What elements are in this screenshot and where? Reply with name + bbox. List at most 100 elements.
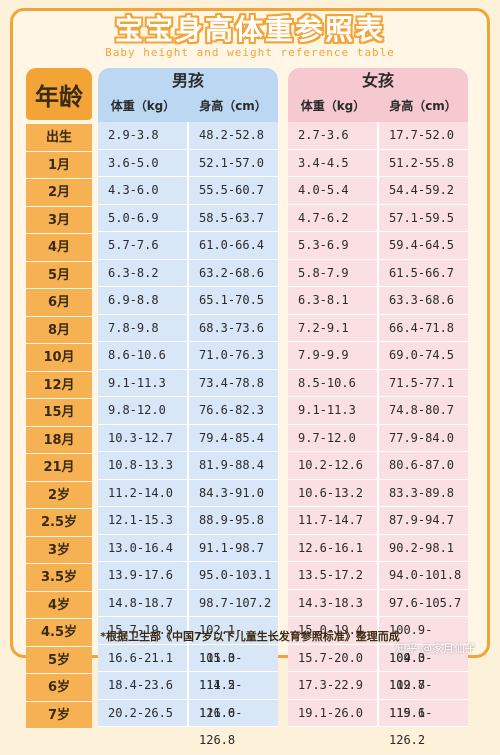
girls-weight-cell: 19.1-26.0 bbox=[288, 699, 379, 726]
girls-row: 8.5-10.6 71.5-77.1 bbox=[288, 369, 468, 397]
boys-row: 5.0-6.9 58.5-63.7 bbox=[98, 204, 278, 232]
boys-row: 9.8-12.0 76.6-82.3 bbox=[98, 397, 278, 425]
age-cell: 1月 bbox=[26, 151, 92, 179]
girls-weight-cell: 4.7-6.2 bbox=[288, 204, 379, 231]
age-cell: 5月 bbox=[26, 261, 92, 289]
girls-height-cell: 94.0-101.8 bbox=[389, 568, 462, 582]
girls-row: 7.9-9.9 69.0-74.5 bbox=[288, 342, 468, 370]
age-cell: 21月 bbox=[26, 454, 92, 482]
girls-row: 10.2-12.6 80.6-87.0 bbox=[288, 452, 468, 480]
boys-weight-cell: 13.9-17.6 bbox=[98, 562, 189, 589]
boys-row: 13.9-17.6 95.0-103.1 bbox=[98, 562, 278, 590]
girls-height-cell: 115.1-126.2 bbox=[389, 705, 433, 748]
boys-height-cell: 58.5-63.7 bbox=[199, 210, 265, 225]
girls-weight-cell: 7.2-9.1 bbox=[288, 314, 379, 341]
boys-row: 16.6-21.1 105.3-114.5 bbox=[98, 644, 278, 693]
girls-row: 3.4-4.5 51.2-55.8 bbox=[288, 149, 468, 177]
girls-height-cell: 63.3-68.6 bbox=[389, 293, 455, 307]
girls-height-cell: 66.4-71.8 bbox=[389, 320, 455, 335]
boys-row: 10.8-13.3 81.9-88.4 bbox=[98, 452, 278, 480]
girls-weight-cell: 15.0-19.4 bbox=[288, 617, 379, 644]
girls-weight-cell: 9.7-12.0 bbox=[288, 424, 379, 451]
age-cell: 4岁 bbox=[26, 591, 92, 619]
girls-label: 女孩 bbox=[361, 71, 394, 90]
age-cell: 7岁 bbox=[26, 701, 92, 729]
girls-row: 2.7-3.6 17.7-52.0 bbox=[288, 122, 468, 150]
age-cell: 4月 bbox=[26, 234, 92, 262]
boys-row: 3.6-5.0 52.1-57.0 bbox=[98, 149, 278, 177]
boys-height-cell: 95.0-103.1 bbox=[199, 568, 272, 582]
boys-weight-cell: 14.8-18.7 bbox=[98, 589, 189, 616]
boys-height-cell: 88.9-95.8 bbox=[199, 513, 265, 527]
girls-weight-cell: 8.5-10.6 bbox=[288, 369, 379, 396]
boys-weight-cell: 4.3-6.0 bbox=[98, 177, 189, 204]
age-cell: 3.5岁 bbox=[26, 564, 92, 592]
girls-height-cell: 57.1-59.5 bbox=[389, 210, 455, 225]
girls-row: 11.7-14.7 87.9-94.7 bbox=[288, 507, 468, 535]
boys-height-cell: 63.2-68.6 bbox=[199, 265, 265, 280]
girls-row: 13.5-17.2 94.0-101.8 bbox=[288, 562, 468, 590]
boys-row: 13.0-16.4 91.1-98.7 bbox=[98, 534, 278, 562]
girls-row: 15.0-19.4 100.9-109.3 bbox=[288, 617, 468, 665]
boys-row: 10.3-12.7 79.4-85.4 bbox=[98, 424, 278, 452]
girls-row: 9.1-11.3 74.8-80.7 bbox=[288, 397, 468, 425]
girls-row: 6.3-8.1 63.3-68.6 bbox=[288, 287, 468, 315]
girls-row: 5.3-6.9 59.4-64.5 bbox=[288, 232, 468, 260]
girls-row: 12.6-16.1 90.2-98.1 bbox=[288, 534, 468, 562]
girls-weight-cell: 14.3-18.3 bbox=[288, 589, 379, 616]
boys-weight-cell: 8.6-10.6 bbox=[98, 342, 189, 369]
boys-row: 12.1-15.3 88.9-95.8 bbox=[98, 507, 278, 535]
girls-weight-cell: 9.1-11.3 bbox=[288, 397, 379, 424]
girls-row: 4.7-6.2 57.1-59.5 bbox=[288, 204, 468, 232]
boys-rows: 2.9-3.8 48.2-52.8 3.6-5.0 52.1-57.0 4.3-6.0 5… bbox=[98, 122, 278, 747]
girls-weight-cell: 11.7-14.7 bbox=[288, 507, 379, 534]
girls-height-cell: 74.8-80.7 bbox=[389, 403, 455, 417]
girls-height-header: 身高（cm） bbox=[389, 99, 457, 113]
boys-height-cell: 61.0-66.4 bbox=[199, 238, 265, 252]
boys-height-cell: 73.4-78.8 bbox=[199, 375, 265, 390]
girls-row: 10.6-13.2 83.3-89.8 bbox=[288, 479, 468, 507]
boys-weight-cell: 3.6-5.0 bbox=[98, 149, 189, 176]
boys-weight-cell: 13.0-16.4 bbox=[98, 534, 189, 561]
girls-height-cell: 109.7-119.6 bbox=[389, 678, 433, 720]
girls-height-cell: 90.2-98.1 bbox=[389, 540, 455, 555]
boys-row: 6.9-8.8 65.1-70.5 bbox=[98, 287, 278, 315]
boys-weight-header: 体重（kg） bbox=[110, 99, 176, 113]
age-cell: 18月 bbox=[26, 426, 92, 454]
page-subtitle: Baby height and weight reference table bbox=[105, 46, 395, 59]
boys-weight-cell: 2.9-3.8 bbox=[98, 122, 189, 149]
boys-weight-cell: 20.2-26.5 bbox=[98, 699, 189, 726]
boys-row: 20.2-26.5 116.6-126.8 bbox=[98, 699, 278, 747]
boys-height-cell: 65.1-70.5 bbox=[199, 293, 265, 307]
girls-row: 17.3-22.9 109.7-119.6 bbox=[288, 672, 468, 720]
girls-height-cell: 61.5-66.7 bbox=[389, 265, 455, 280]
boys-weight-cell: 6.3-8.2 bbox=[98, 259, 189, 286]
boys-row: 11.2-14.0 84.3-91.0 bbox=[98, 479, 278, 507]
girls-weight-cell: 5.8-7.9 bbox=[288, 259, 379, 286]
boys-weight-cell: 10.8-13.3 bbox=[98, 452, 189, 479]
age-header: 年龄 bbox=[26, 68, 92, 120]
age-cell: 2月 bbox=[26, 179, 92, 207]
boys-weight-cell: 5.0-6.9 bbox=[98, 204, 189, 231]
girls-weight-cell: 10.6-13.2 bbox=[288, 479, 379, 506]
girls-height-cell: 83.3-89.8 bbox=[389, 485, 455, 500]
girls-height-cell: 80.6-87.0 bbox=[389, 458, 455, 472]
boys-row: 5.7-7.6 61.0-66.4 bbox=[98, 232, 278, 260]
boys-row: 14.8-18.7 98.7-107.2 bbox=[98, 589, 278, 617]
age-column: 年龄 出生 1月 2月 3月 4月 5月 6月 8月 10月 12月 15月 18月 21月 2岁 2.5岁… bbox=[26, 68, 92, 729]
age-cell: 6月 bbox=[26, 289, 92, 317]
boys-label: 男孩 bbox=[171, 71, 204, 90]
boys-height-cell: 105.3-114.5 bbox=[199, 650, 243, 693]
boys-height-cell: 79.4-85.4 bbox=[199, 430, 265, 445]
page-title: 宝宝身高体重参照表 bbox=[114, 13, 385, 46]
age-cell: 12月 bbox=[26, 371, 92, 399]
boys-height-cell: 48.2-52.8 bbox=[199, 128, 265, 142]
boys-height-cell: 84.3-91.0 bbox=[199, 485, 265, 500]
girls-weight-cell: 10.2-12.6 bbox=[288, 452, 379, 479]
girls-height-cell: 17.7-52.0 bbox=[389, 128, 455, 142]
girls-weight-cell: 5.3-6.9 bbox=[288, 232, 379, 259]
girls-row: 5.8-7.9 61.5-66.7 bbox=[288, 259, 468, 287]
boys-weight-cell: 9.1-11.3 bbox=[98, 369, 189, 396]
boys-height-cell: 98.7-107.2 bbox=[199, 595, 272, 610]
girls-weight-cell: 13.5-17.2 bbox=[288, 562, 379, 589]
